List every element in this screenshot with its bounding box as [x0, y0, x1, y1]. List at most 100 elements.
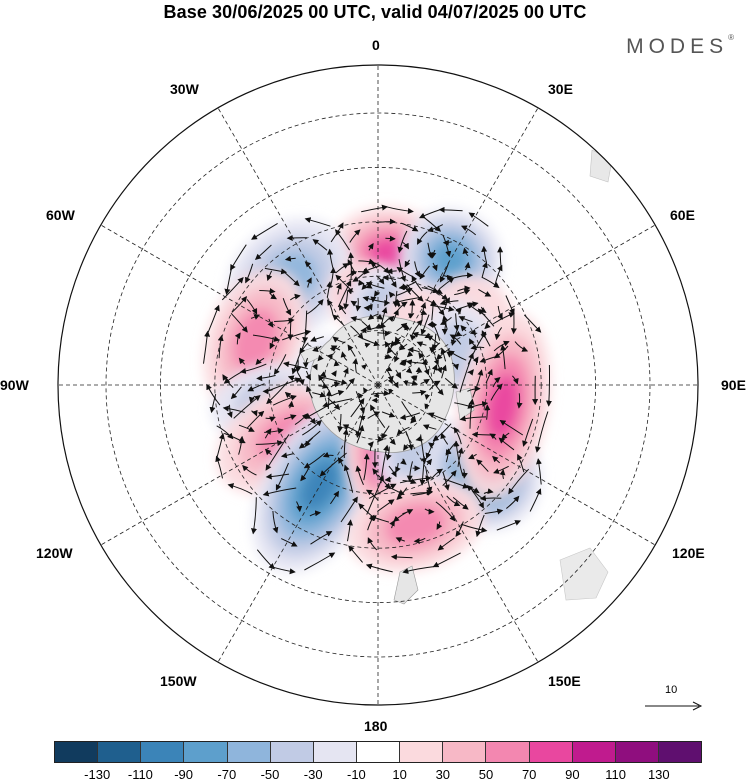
wind-vector	[440, 432, 449, 445]
wind-vector	[390, 554, 413, 561]
wind-vector	[230, 386, 242, 400]
meridian-line	[79, 212, 379, 386]
wind-vector	[361, 320, 372, 331]
wind-vector	[368, 483, 397, 499]
wind-vector	[472, 369, 484, 398]
wind-vector	[499, 469, 506, 480]
wind-vector	[347, 344, 356, 357]
wind-vector	[343, 291, 350, 310]
wind-vector	[302, 310, 309, 344]
wind-vector	[395, 537, 405, 543]
wind-vector	[280, 452, 294, 459]
wind-vector	[373, 392, 380, 399]
wind-vector	[283, 361, 309, 370]
wind-vector	[420, 378, 430, 385]
wind-vector	[435, 501, 456, 522]
wind-vector	[437, 537, 455, 551]
wind-vector	[255, 440, 284, 447]
wind-vector	[490, 383, 503, 401]
colorbar-cell	[98, 742, 142, 762]
wind-vector	[304, 552, 336, 571]
colorbar-tick-label: 130	[647, 767, 670, 782]
wind-vector	[223, 369, 246, 384]
wind-vector	[215, 433, 225, 460]
wind-vector	[424, 508, 435, 515]
wind-vector	[376, 263, 390, 274]
wind-vector	[305, 385, 313, 399]
wind-vector	[422, 424, 437, 430]
wind-vector	[330, 370, 337, 377]
wind-vector	[330, 389, 345, 397]
wind-vector	[483, 488, 494, 495]
wind-vector	[221, 277, 244, 301]
wind-vector	[467, 331, 487, 365]
wind-vector	[522, 418, 534, 447]
lon-label-30w: 30W	[170, 81, 199, 97]
wind-vector	[493, 345, 509, 359]
wind-vector	[357, 392, 364, 399]
wind-vector	[266, 270, 273, 282]
colorbar-cell	[400, 742, 444, 762]
wind-vector	[367, 514, 375, 531]
wind-vector	[251, 222, 278, 240]
wind-vector	[377, 425, 390, 443]
wind-vector	[460, 325, 467, 332]
wind-vector	[326, 299, 334, 315]
wind-vector	[419, 265, 430, 280]
wind-vector	[410, 417, 416, 424]
wind-vector	[234, 332, 241, 345]
brand-text: MODES	[626, 35, 729, 58]
wind-vector	[468, 453, 477, 460]
wind-vector	[329, 490, 340, 505]
polar-map	[57, 64, 699, 706]
wind-vector	[471, 490, 484, 509]
colorbar-cell	[615, 742, 659, 762]
colorbar-tick-label: -110	[127, 767, 153, 782]
wind-vector	[297, 372, 305, 386]
wind-vector	[431, 468, 444, 479]
wind-vector	[433, 359, 439, 366]
wind-vector	[312, 345, 322, 353]
latitude-circle	[214, 221, 542, 549]
wind-vector	[443, 274, 453, 281]
wind-vector	[460, 523, 488, 533]
wind-vector	[479, 495, 502, 502]
wind-vector	[388, 465, 397, 478]
latitude-circle	[268, 275, 488, 495]
wind-vector	[446, 348, 453, 358]
wind-vector	[312, 363, 318, 371]
colorbar-tick-label: -70	[217, 767, 237, 782]
wind-vector	[302, 357, 309, 369]
wind-vector	[484, 322, 491, 330]
wind-vector	[476, 459, 489, 472]
wind-vector	[373, 290, 380, 298]
wind-vector	[222, 405, 245, 413]
wind-vector	[475, 514, 485, 538]
wind-vector	[255, 357, 265, 366]
lon-label-120e: 120E	[672, 545, 705, 561]
wind-vector	[365, 563, 393, 573]
wind-vector	[493, 340, 510, 352]
wind-vector	[352, 358, 359, 373]
wind-vector	[517, 453, 525, 473]
colorbar-tick-label: -10	[346, 767, 366, 782]
wind-vector	[340, 351, 348, 361]
wind-vector	[334, 229, 351, 251]
latitude-circle	[159, 166, 597, 604]
wind-vector	[494, 327, 503, 341]
lon-label-150e: 150E	[548, 673, 581, 689]
wind-vector	[355, 465, 364, 486]
wind-vector	[403, 444, 409, 451]
lon-label-120w: 120W	[36, 545, 73, 561]
wind-vector	[287, 317, 294, 341]
wind-vector	[346, 270, 358, 278]
wind-vector	[298, 430, 321, 449]
wind-vector	[382, 274, 396, 281]
wind-vector	[238, 357, 246, 365]
wind-vector	[455, 521, 464, 537]
wind-vector	[442, 239, 452, 246]
wind-vector	[251, 409, 258, 417]
colorbar-cell	[55, 742, 99, 762]
wind-vector	[388, 272, 397, 288]
lon-label-180: 180	[364, 718, 388, 734]
